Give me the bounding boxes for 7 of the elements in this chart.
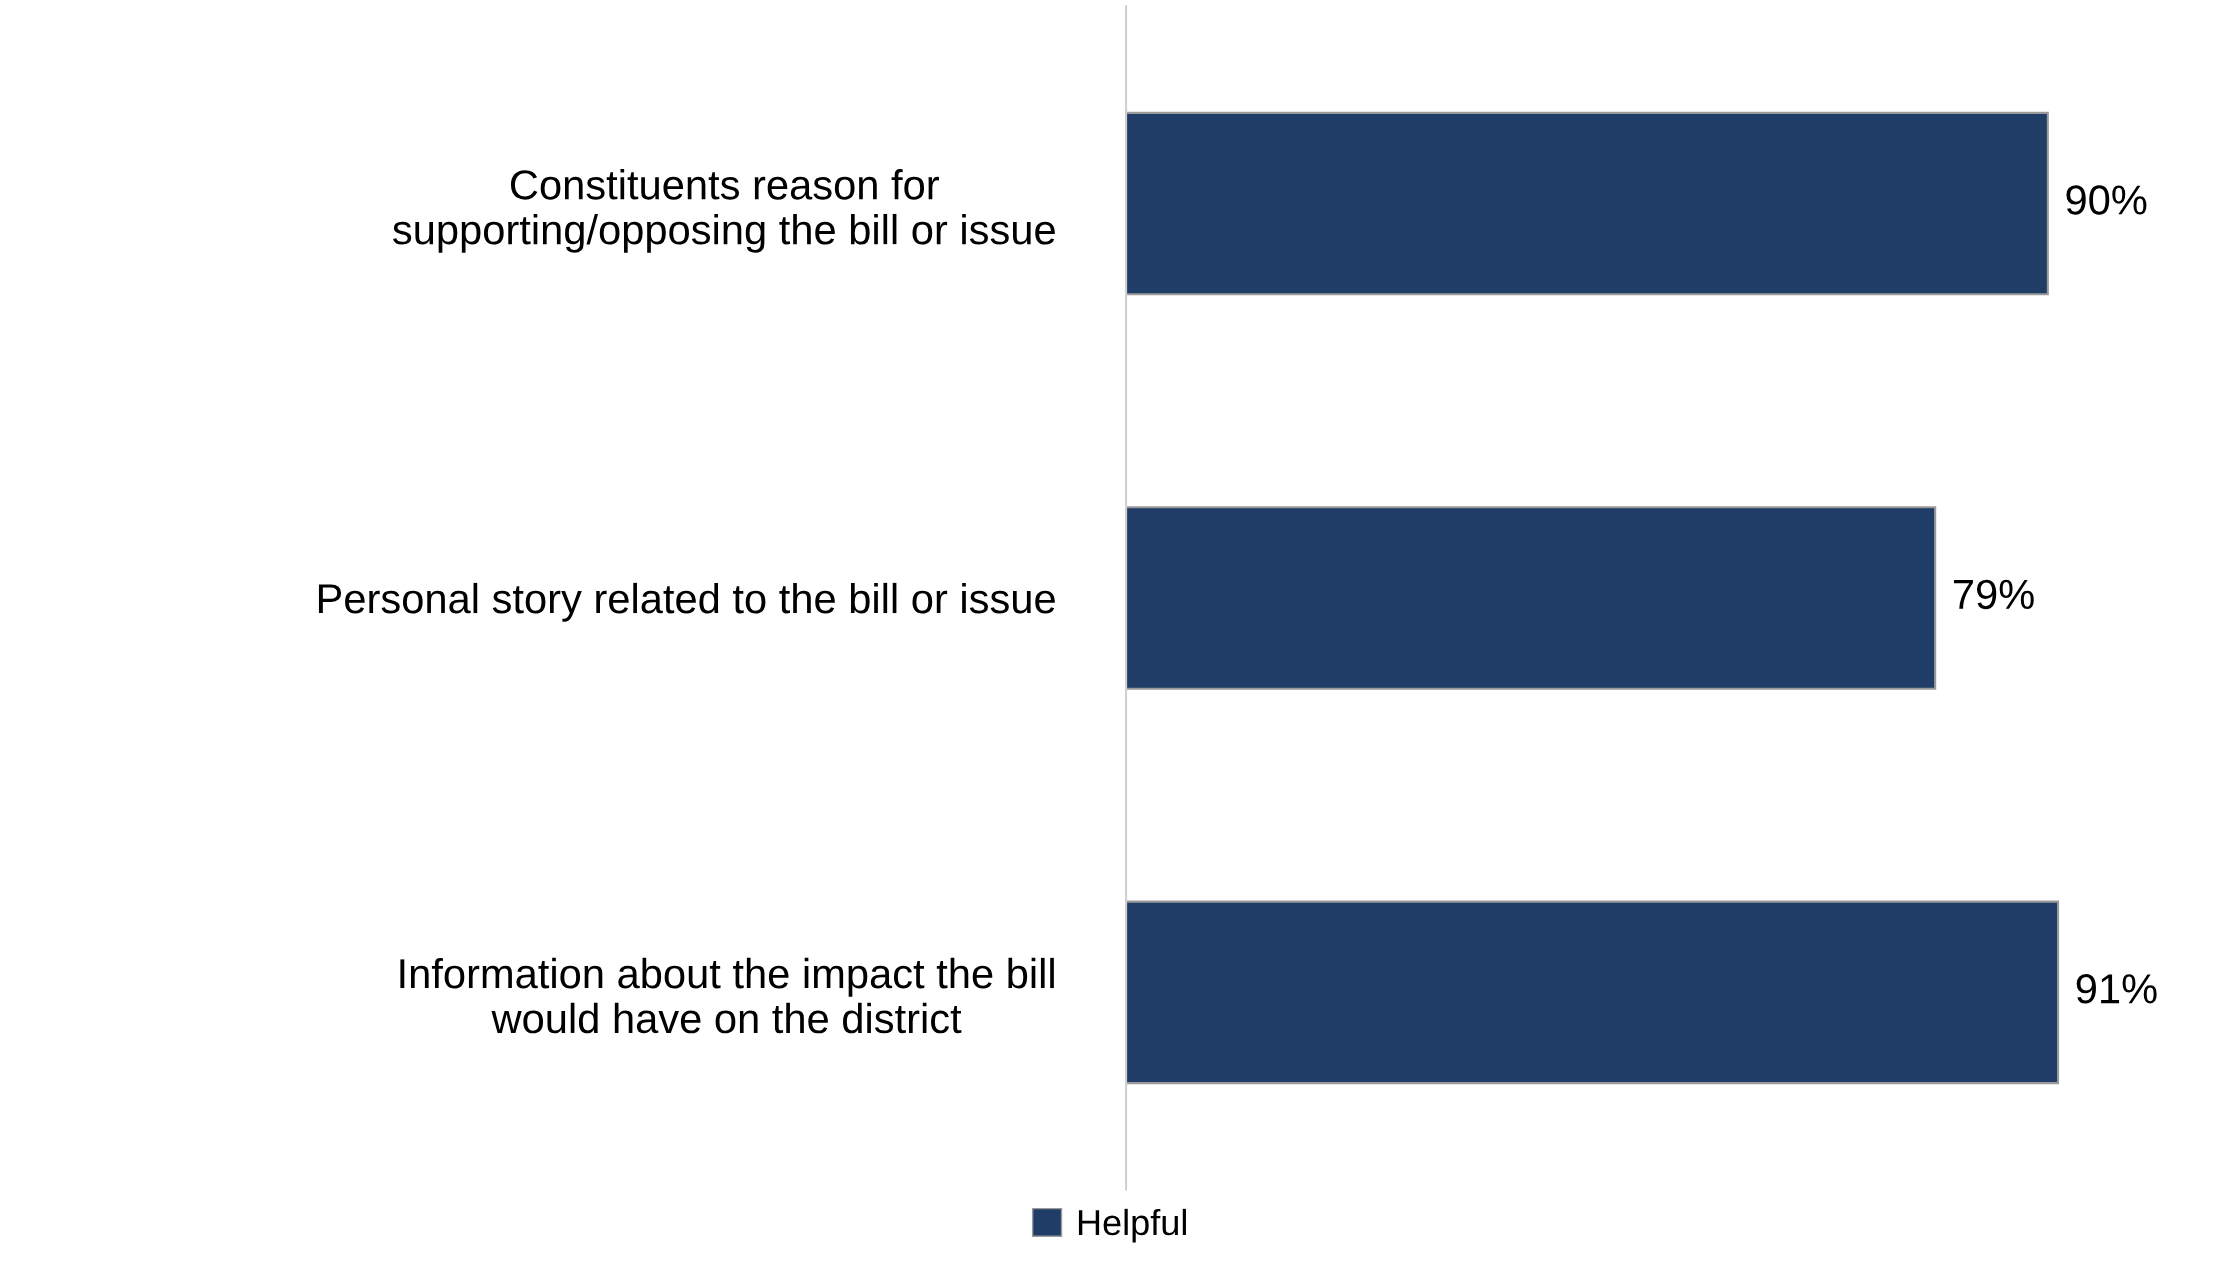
y-tick-label: Constituents reason for supporting/opposing the bill or issue: [393, 169, 1055, 253]
data-label: 91%: [2076, 974, 2157, 1004]
y-tick-label: Personal story related to the bill or issue: [318, 582, 1055, 622]
legend-label: Helpful: [1078, 1208, 1186, 1243]
data-label: 90%: [2066, 185, 2147, 215]
y-tick-label: Information about the impact the bill would have on the district: [400, 957, 1054, 1034]
data-label: 79%: [1953, 579, 2034, 610]
